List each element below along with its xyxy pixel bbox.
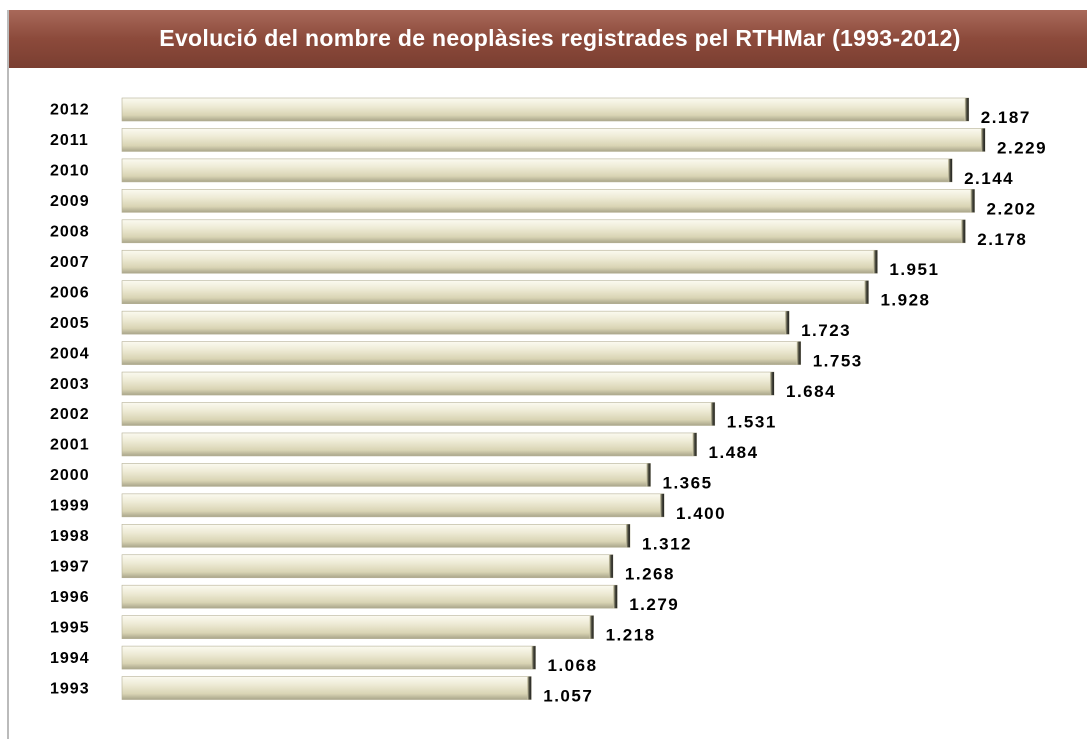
value-label: 1.312 [642, 534, 692, 553]
bar [121, 371, 775, 396]
chart-title: Evolució del nombre de neoplàsies regist… [159, 25, 960, 51]
bar [121, 402, 716, 426]
value-label: 1.057 [543, 687, 593, 706]
y-tick-label: 1995 [50, 619, 90, 636]
bar [121, 554, 614, 579]
value-label: 1.684 [786, 382, 836, 401]
y-tick-label: 2010 [50, 163, 90, 180]
y-tick-label: 1993 [50, 680, 90, 697]
y-tick-label: 2008 [50, 224, 90, 241]
value-label: 1.400 [676, 504, 726, 523]
y-tick-label: 2004 [50, 345, 90, 362]
y-tick-label: 2002 [50, 406, 90, 423]
bar-cap [646, 463, 651, 487]
value-label: 2.144 [964, 169, 1014, 188]
bar [121, 97, 970, 122]
bar [121, 219, 966, 244]
bar [121, 310, 790, 335]
bar-cap [589, 615, 594, 639]
value-label: 1.365 [662, 473, 712, 492]
y-tick-label: 2005 [50, 315, 90, 332]
bar-cap [527, 676, 532, 700]
value-label: 1.531 [727, 412, 777, 431]
value-label: 1.928 [880, 291, 930, 310]
bar-cap [970, 189, 975, 213]
bar-cap [785, 311, 790, 335]
y-tick-label: 1997 [50, 558, 90, 575]
bar [121, 158, 953, 183]
bar [121, 280, 869, 305]
value-label: 2.229 [997, 138, 1047, 157]
value-label: 1.753 [813, 352, 863, 371]
y-tick-label: 1996 [50, 589, 90, 606]
y-tick-label: 2000 [50, 467, 90, 484]
y-tick-label: 2012 [50, 102, 90, 119]
bar-cap [961, 219, 966, 243]
bar [121, 341, 802, 365]
bar [121, 584, 618, 609]
y-tick-label: 1998 [50, 528, 90, 545]
bar-cap [660, 493, 665, 517]
bar-cap [692, 432, 697, 456]
bar [121, 463, 651, 487]
bar-cap [796, 341, 801, 365]
bar-cap [948, 158, 953, 182]
y-tick-label: 2009 [50, 193, 90, 210]
bar [121, 128, 986, 152]
y-tick-label: 2007 [50, 254, 90, 271]
y-tick-label: 2011 [50, 132, 89, 149]
bar-cap [769, 372, 774, 396]
value-label: 1.484 [709, 443, 759, 462]
bar-cap [531, 646, 536, 670]
value-label: 1.279 [629, 595, 679, 614]
bar-cap [873, 250, 878, 274]
value-label: 2.178 [977, 230, 1027, 249]
value-label: 2.187 [981, 108, 1031, 127]
value-label: 2.202 [987, 199, 1037, 218]
bar-cap [625, 524, 630, 548]
y-tick-label: 2003 [50, 376, 90, 393]
y-tick-label: 1994 [50, 650, 90, 667]
bar-cap [981, 128, 985, 152]
bar-cap [964, 98, 969, 121]
bar [121, 249, 878, 274]
bar-cap [613, 585, 618, 609]
bar [121, 189, 975, 213]
value-label: 1.723 [801, 321, 851, 340]
value-label: 1.268 [625, 565, 675, 584]
bar [121, 676, 532, 700]
value-label: 1.068 [547, 656, 597, 675]
bar [121, 645, 536, 670]
bar [121, 523, 631, 548]
y-tick-label: 2006 [50, 284, 90, 301]
title-bar [9, 10, 1087, 68]
bar-cap [864, 280, 869, 304]
bar [121, 493, 665, 518]
y-tick-label: 1999 [50, 498, 90, 515]
y-tick-label: 2001 [50, 437, 90, 454]
bar [121, 615, 594, 639]
value-label: 1.218 [606, 626, 656, 645]
bar-cap [608, 554, 613, 578]
bar [121, 432, 697, 457]
bar-cap [710, 402, 715, 426]
value-label: 1.951 [889, 260, 939, 279]
